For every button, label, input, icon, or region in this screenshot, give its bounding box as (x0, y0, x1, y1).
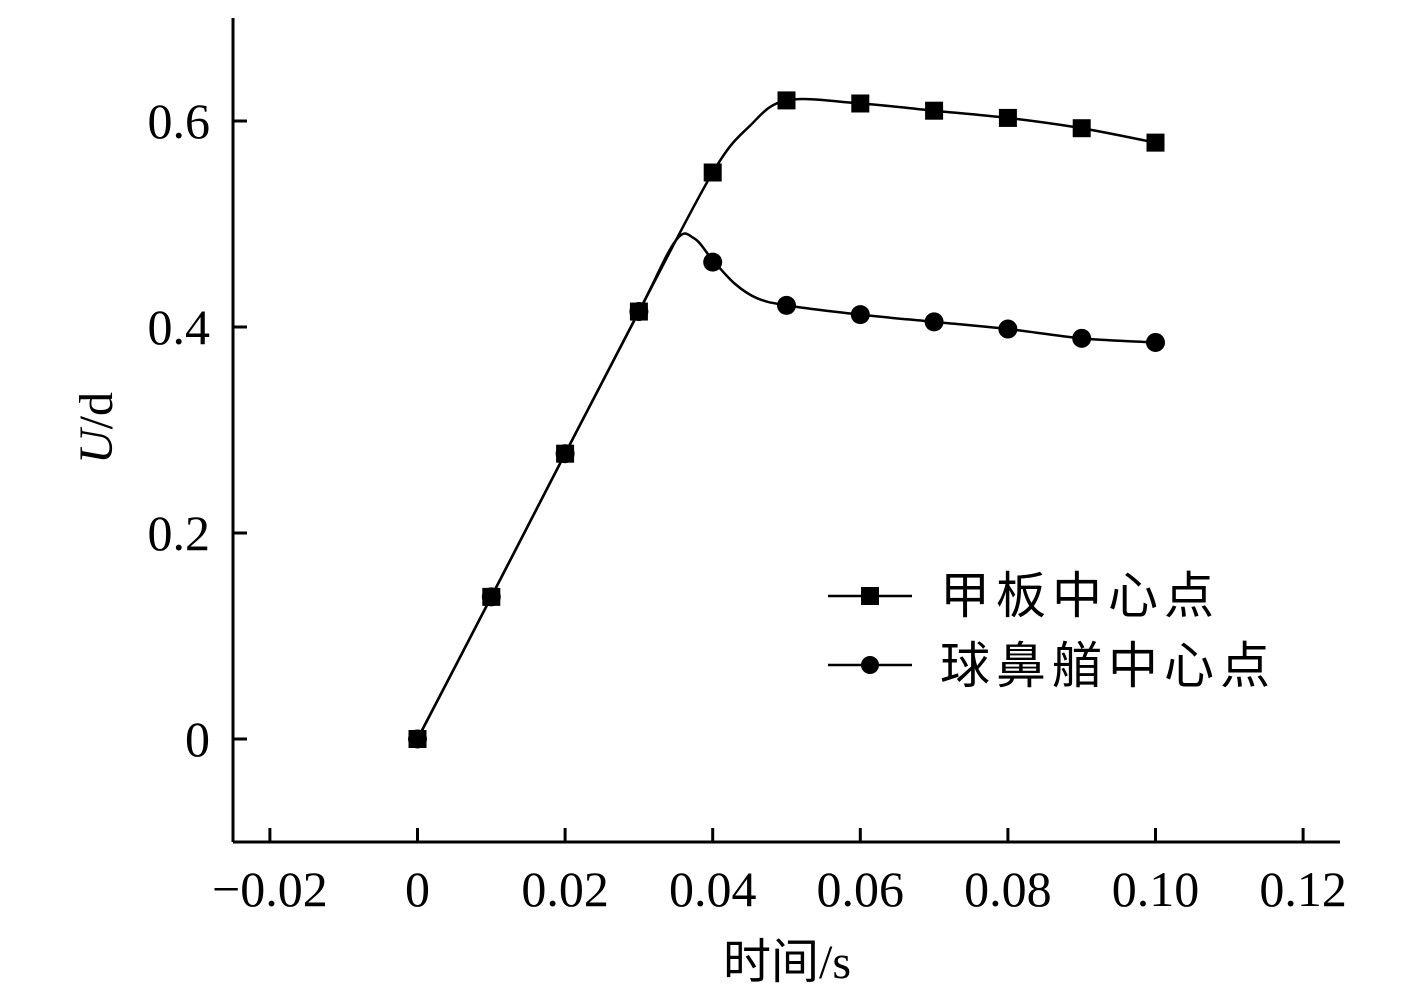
y-tick-label: 0.2 (148, 505, 211, 561)
y-axis-title-symbol: U (70, 426, 123, 464)
data-point-circle (777, 295, 796, 315)
data-point-circle (481, 587, 501, 607)
data-point-circle (850, 305, 870, 325)
legend-label-bulb: 球鼻艏中心点 (940, 637, 1276, 695)
legend-item-bulb: 球鼻艏中心点 (828, 637, 1276, 695)
legend: 甲板中心点 球鼻艏中心点 (828, 567, 1276, 695)
y-axis-title: U/d (70, 392, 123, 464)
legend-label-deck: 甲板中心点 (940, 567, 1220, 625)
data-point-square (1146, 133, 1165, 152)
x-tick-label: 0.12 (1259, 861, 1347, 917)
x-tick-label: −0.02 (212, 861, 328, 917)
data-point-square (925, 101, 944, 120)
y-tick-label: 0.4 (148, 299, 211, 355)
legend-item-deck: 甲板中心点 (828, 567, 1220, 625)
x-tick-label: 0.08 (964, 861, 1052, 917)
data-point-circle (408, 729, 427, 749)
x-axis-title: 时间/s (723, 936, 851, 988)
y-tick-label: 0 (185, 711, 210, 767)
y-tick-label: 0.6 (148, 93, 211, 149)
series-line-1 (416, 232, 1156, 740)
x-tick-label: 0.04 (669, 861, 757, 917)
data-point-square (851, 94, 870, 113)
x-tick-label: 0.02 (521, 861, 609, 917)
data-point-circle (1146, 332, 1165, 352)
data-point-square (777, 91, 796, 110)
ticks-group: −0.02 0 0.02 0.04 0.06 0.08 0.10 0.12 0 0.2 0.4 0.6 (148, 93, 1347, 917)
data-point-circle (1072, 328, 1092, 348)
data-point-square (1072, 119, 1091, 138)
data-point-circle (703, 252, 723, 272)
data-point-circle (998, 319, 1018, 339)
data-point-square (703, 163, 722, 182)
data-point-circle (555, 444, 575, 464)
x-tick-label: 0.06 (817, 861, 905, 917)
legend-marker-circle (861, 656, 879, 674)
data-point-square (998, 108, 1017, 127)
x-tick-label: 0.10 (1112, 861, 1200, 917)
y-axis-title-unit: /d (70, 392, 123, 429)
legend-marker-square (861, 587, 879, 605)
x-tick-label: 0 (405, 861, 430, 917)
series-group (408, 91, 1165, 749)
data-point-circle (924, 312, 944, 332)
data-point-circle (629, 302, 649, 322)
axes-group (231, 18, 1340, 844)
